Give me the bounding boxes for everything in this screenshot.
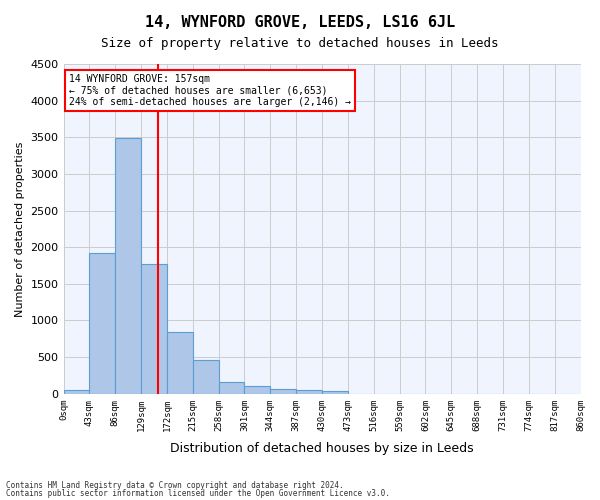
Bar <box>322 391 348 394</box>
Bar <box>141 264 167 394</box>
Text: 14 WYNFORD GROVE: 157sqm
← 75% of detached houses are smaller (6,653)
24% of sem: 14 WYNFORD GROVE: 157sqm ← 75% of detach… <box>69 74 351 107</box>
Text: 14, WYNFORD GROVE, LEEDS, LS16 6JL: 14, WYNFORD GROVE, LEEDS, LS16 6JL <box>145 15 455 30</box>
Bar <box>296 390 322 394</box>
Bar <box>218 382 244 394</box>
Y-axis label: Number of detached properties: Number of detached properties <box>15 141 25 316</box>
Bar <box>115 138 141 394</box>
Bar <box>64 390 89 394</box>
Text: Contains public sector information licensed under the Open Government Licence v3: Contains public sector information licen… <box>6 488 390 498</box>
Bar <box>89 253 115 394</box>
Bar <box>193 360 218 394</box>
Text: Size of property relative to detached houses in Leeds: Size of property relative to detached ho… <box>101 38 499 51</box>
Bar <box>244 386 271 394</box>
Text: Contains HM Land Registry data © Crown copyright and database right 2024.: Contains HM Land Registry data © Crown c… <box>6 481 344 490</box>
Bar <box>271 388 296 394</box>
X-axis label: Distribution of detached houses by size in Leeds: Distribution of detached houses by size … <box>170 442 474 455</box>
Bar <box>167 332 193 394</box>
